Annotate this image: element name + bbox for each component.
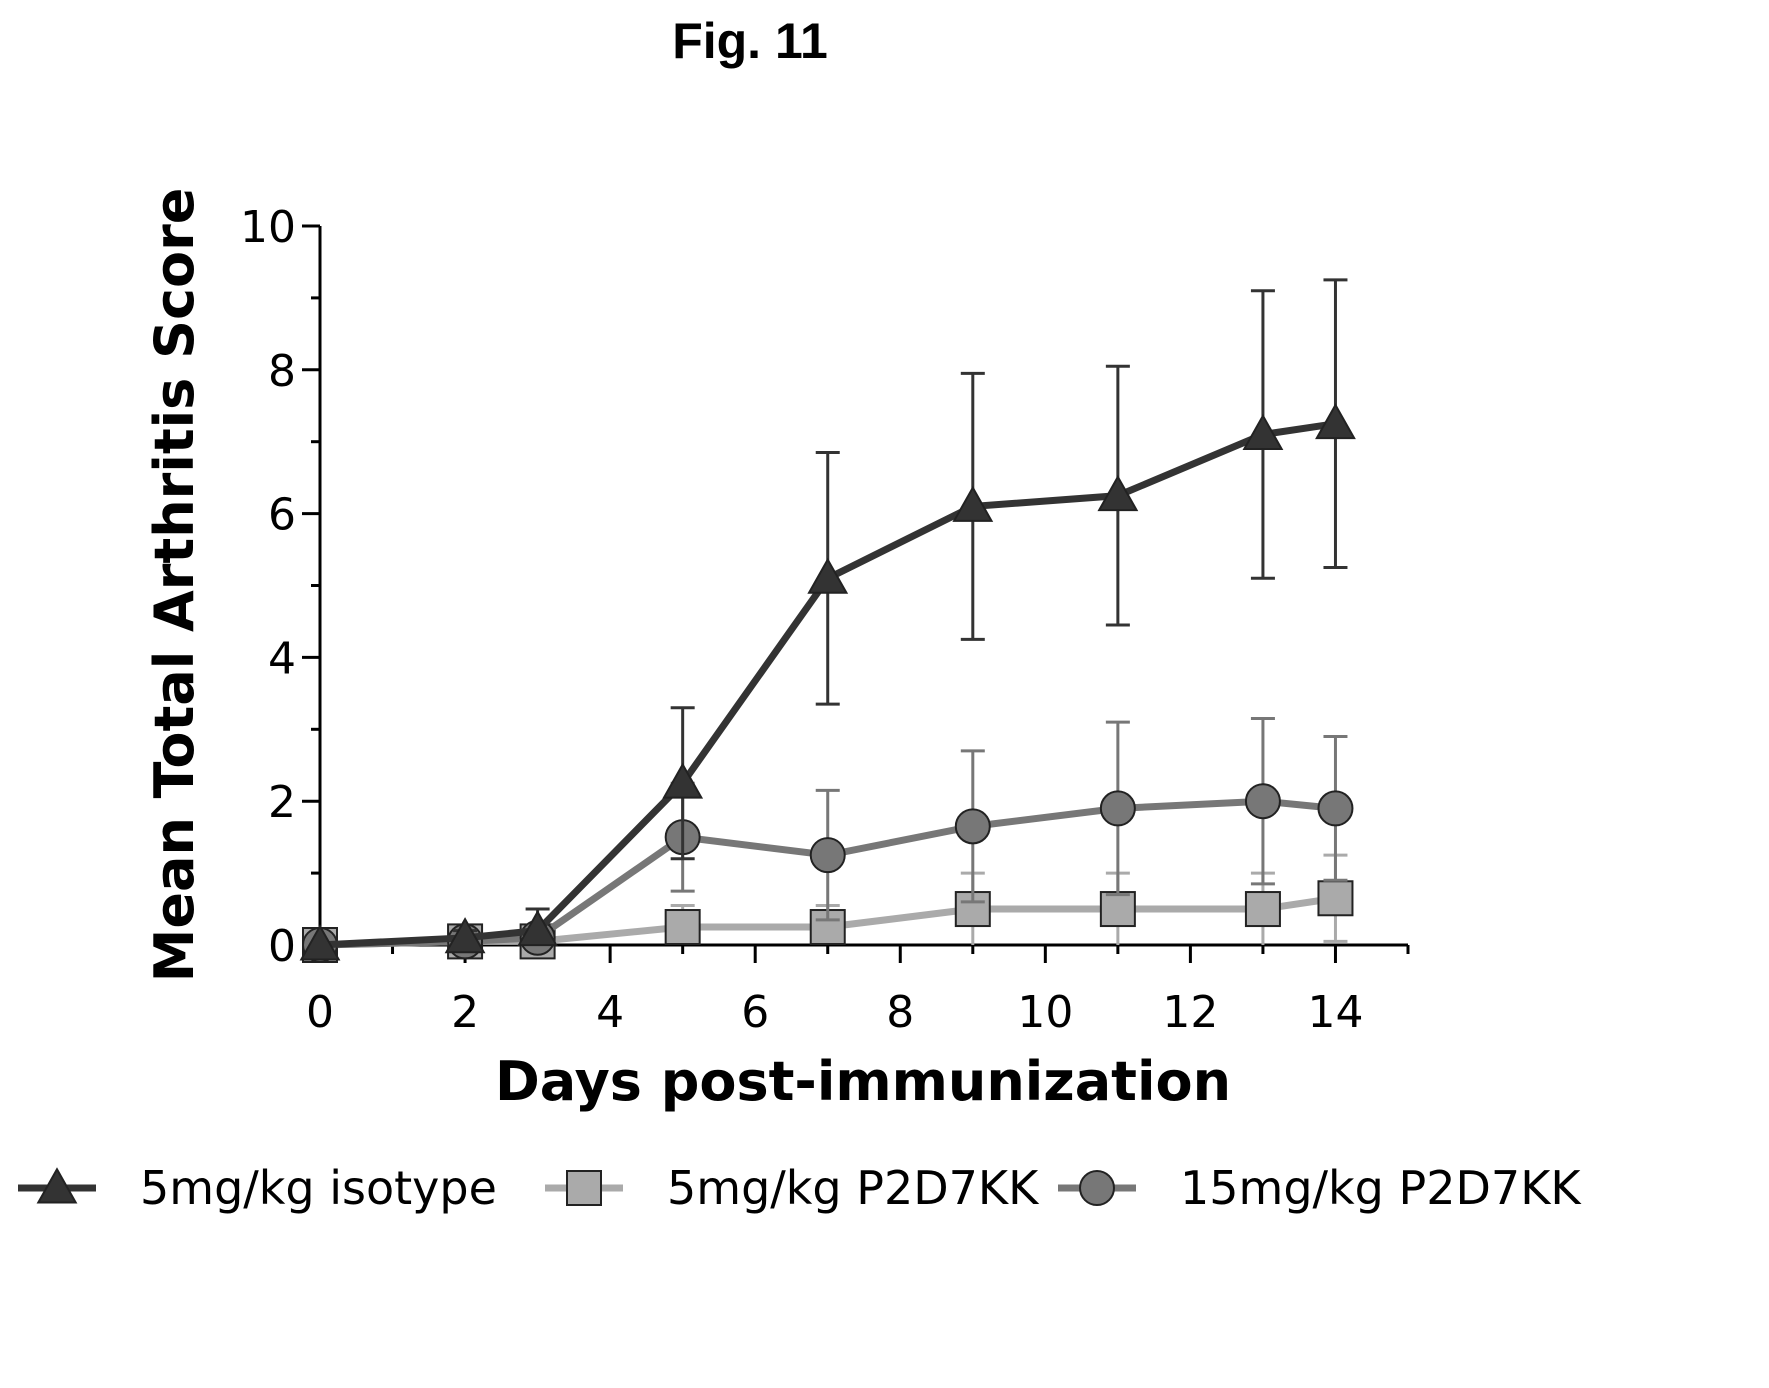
data-point [1317, 790, 1354, 827]
figure-title: Fig. 11 [672, 13, 828, 69]
data-point [299, 924, 341, 961]
data-point [952, 485, 994, 522]
data-point [1244, 891, 1281, 928]
legend-marker [36, 1167, 78, 1204]
data-point [809, 837, 846, 874]
data-point [662, 762, 704, 799]
x-tick-label: 4 [596, 987, 624, 1038]
y-axis-label: Mean Total Arthritis Score [143, 188, 206, 983]
data-point [1244, 783, 1281, 820]
legend-label: 5mg/kg isotype [140, 1161, 497, 1215]
legend-label: 5mg/kg P2D7KK [667, 1161, 1040, 1215]
data-point [517, 909, 559, 947]
legend-marker [1079, 1170, 1115, 1206]
x-tick-label: 8 [886, 987, 914, 1038]
data-point [1242, 413, 1284, 450]
series-layer [299, 278, 1356, 963]
y-tick-label: 6 [268, 490, 296, 541]
y-tick-label: 4 [268, 633, 296, 684]
legend: 5mg/kg isotype 5mg/kg P2D7KK 15mg/kg P2D7K… [18, 1161, 1582, 1215]
data-point [807, 557, 849, 594]
series-0 [299, 278, 1356, 961]
x-tick-label: 12 [1162, 987, 1218, 1038]
legend-marker [566, 1170, 602, 1206]
x-tick-label: 2 [451, 987, 479, 1038]
y-tick-label: 8 [268, 346, 296, 397]
axes: 0 2 4 6 8 10 0 2 4 6 8 10 12 14 [240, 202, 1410, 1038]
data-point [1315, 402, 1356, 440]
x-axis-label: Days post-immunization [495, 1050, 1231, 1113]
data-point [1097, 474, 1139, 512]
data-point [664, 909, 701, 946]
legend-item-1: 5mg/kg P2D7KK [545, 1161, 1040, 1215]
data-point [1099, 891, 1136, 928]
x-tick-label: 6 [741, 987, 769, 1038]
data-point [444, 917, 486, 954]
y-tick-label: 0 [268, 921, 296, 972]
data-point [954, 808, 991, 845]
y-tick-label: 10 [240, 202, 296, 253]
legend-item-2: 15mg/kg P2D7KK [1058, 1161, 1582, 1215]
x-tick-label: 14 [1307, 987, 1363, 1038]
x-tick-label: 0 [306, 987, 334, 1038]
data-point [1317, 880, 1354, 917]
legend-item-0: 5mg/kg isotype [18, 1161, 497, 1215]
data-point [1099, 790, 1136, 827]
x-tick-label: 10 [1017, 987, 1073, 1038]
y-tick-label: 2 [268, 777, 296, 828]
legend-label: 15mg/kg P2D7KK [1180, 1161, 1582, 1215]
